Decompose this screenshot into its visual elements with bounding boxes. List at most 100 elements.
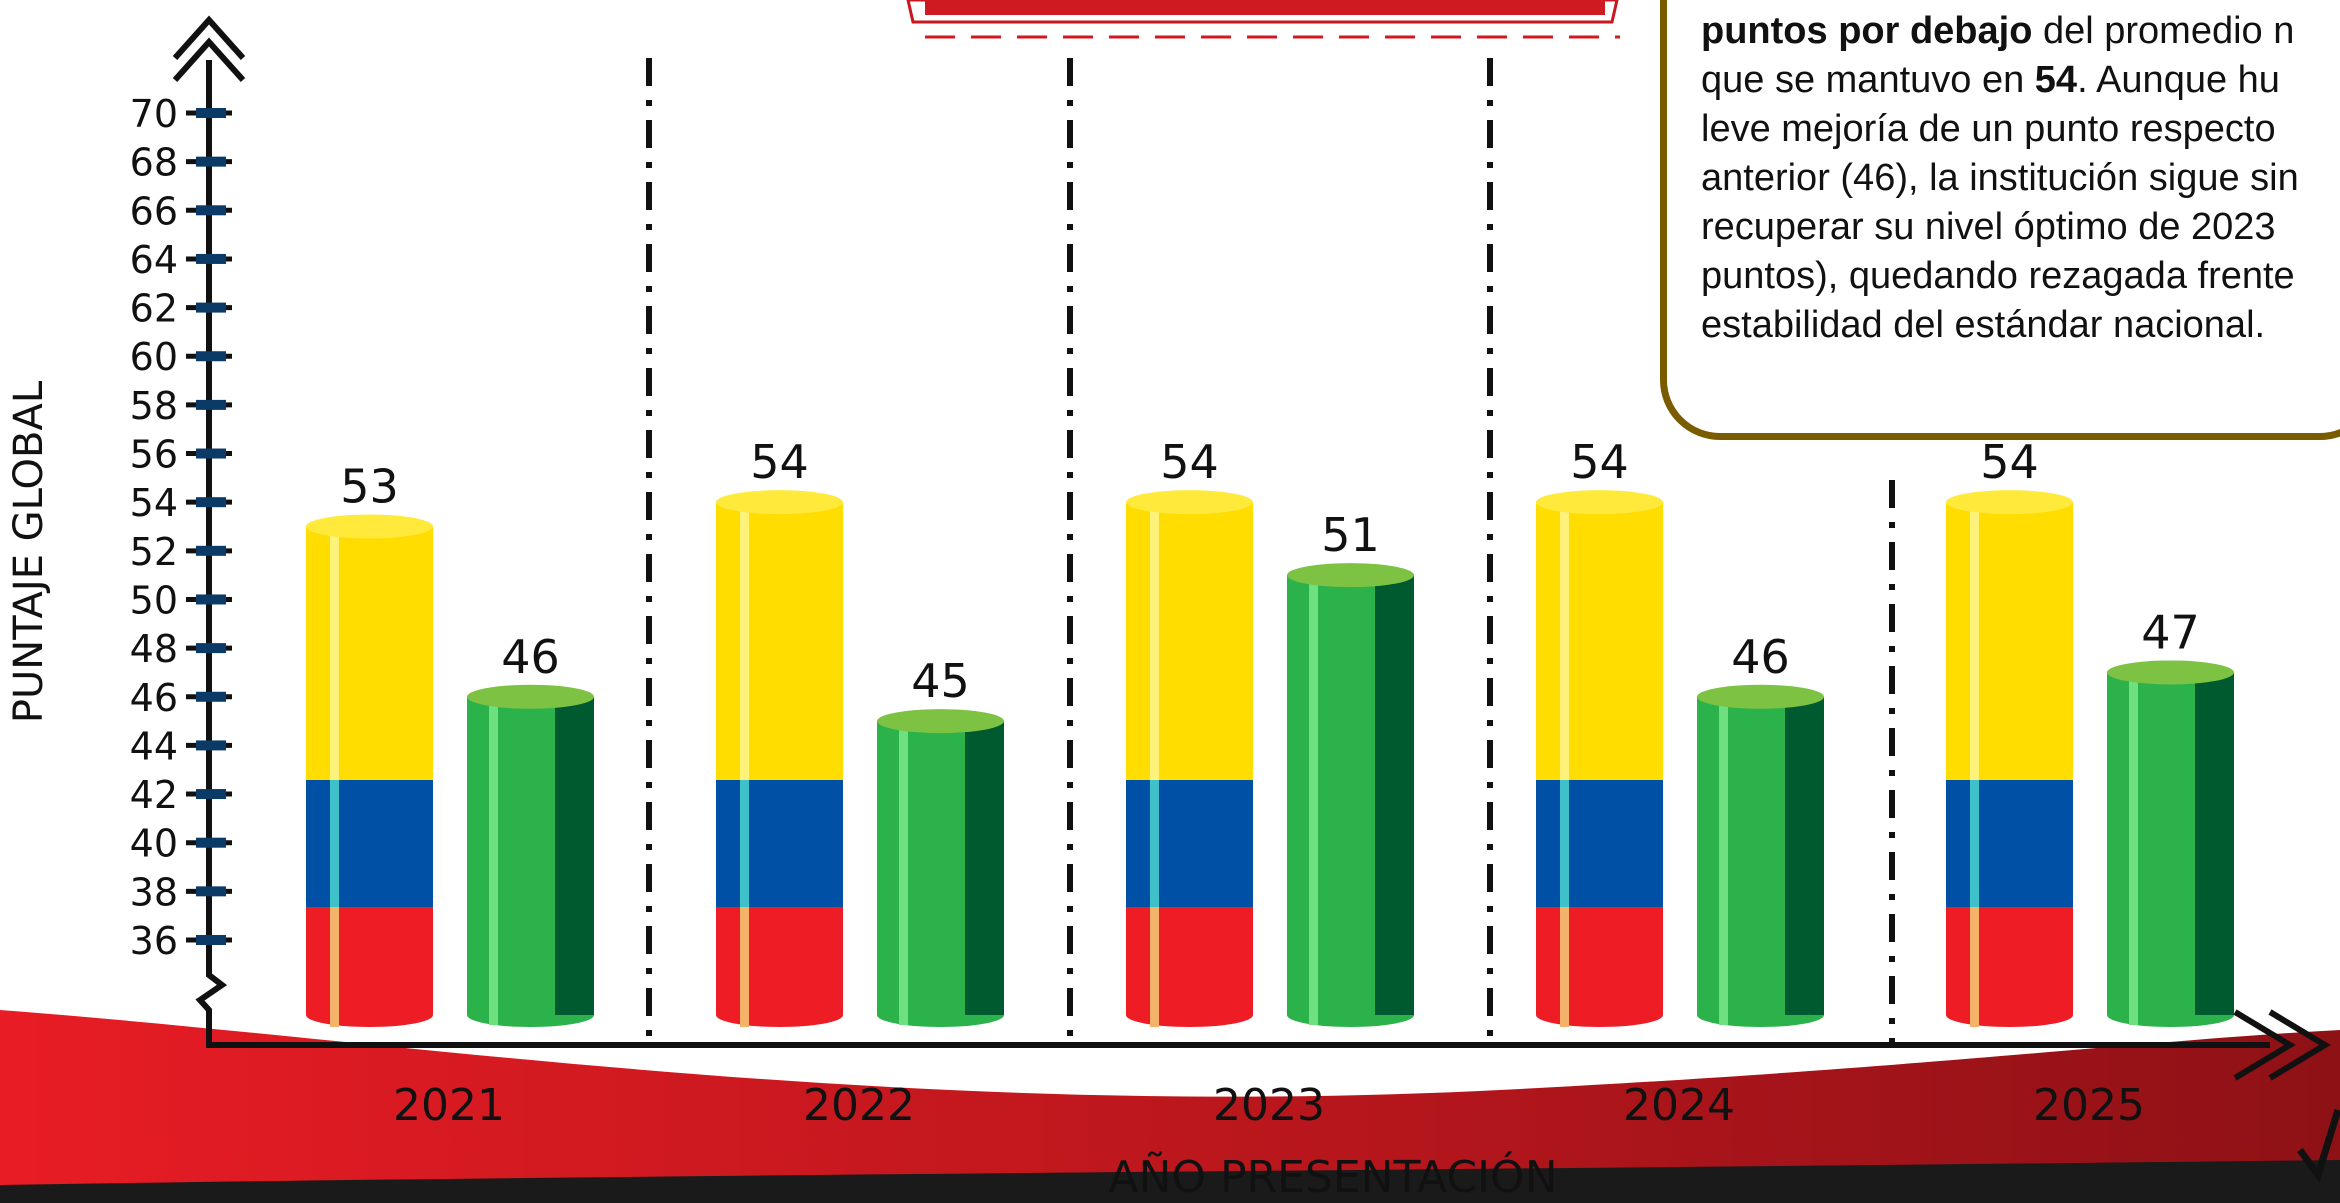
y-tick-mark [196, 108, 226, 118]
y-tick-mark [196, 351, 226, 362]
national-bar [306, 514, 433, 1027]
text-line: leve mejoría de un punto respecto [1701, 105, 2340, 154]
x-tick-label: 2021 [393, 1080, 505, 1131]
top-box-fill [925, 0, 1605, 15]
text-segment: recuperar su nivel óptimo de 2023 [1701, 206, 2276, 248]
bar-top [1697, 684, 1824, 709]
y-tick-mark [196, 886, 226, 897]
bar-stripe-blue [1126, 780, 1253, 907]
bar-top [1126, 490, 1253, 515]
text-segment: del promedio n [2032, 10, 2295, 52]
institution-bar [1697, 684, 1824, 1027]
text-line: anterior (46), la institución sigue sin [1701, 154, 2340, 203]
bar-stripe-blue [716, 780, 843, 907]
institution-bar [877, 709, 1004, 1027]
bar-top [467, 684, 594, 709]
x-axis-arrow [2233, 1009, 2331, 1081]
y-tick-mark [196, 156, 226, 167]
value-label: 54 [1160, 435, 1219, 489]
text-segment: anterior (46), la institución sigue sin [1701, 157, 2299, 199]
y-tick-label: 70 [130, 92, 178, 136]
y-tick-label: 46 [130, 676, 178, 720]
value-label: 45 [911, 654, 970, 708]
bar-stripe-blue [1536, 780, 1663, 907]
bar-stripe-red [1126, 907, 1253, 1015]
y-tick-mark [196, 837, 226, 848]
text-line: puntos por debajo del promedio n [1701, 7, 2340, 56]
y-tick-label: 40 [130, 822, 178, 866]
bar-stripe-red [1946, 907, 2073, 1015]
bar-highlight [1560, 502, 1569, 780]
bar-stripe-red [716, 907, 843, 1015]
y-tick-label: 56 [130, 433, 178, 477]
bar-highlight [1560, 780, 1569, 907]
institution-bar [1287, 563, 1414, 1027]
y-tick-mark [196, 545, 226, 556]
y-tick-mark [196, 205, 226, 216]
y-tick-label: 58 [130, 384, 178, 428]
y-tick-mark [196, 643, 226, 654]
checkmark [2297, 1108, 2340, 1183]
bar-top [877, 709, 1004, 734]
bar-highlight [1309, 575, 1318, 1025]
text-segment: puntos por debajo [1701, 10, 2033, 52]
y-tick-mark [196, 448, 226, 459]
y-tick-mark [196, 691, 226, 702]
bar-highlight [740, 907, 749, 1027]
bar-shade [1785, 696, 1824, 1015]
bar-highlight [1970, 907, 1979, 1027]
y-tick-mark [196, 594, 226, 605]
y-tick-label: 62 [130, 287, 178, 331]
bar-shade [1375, 575, 1414, 1015]
y-tick-label: 66 [130, 189, 178, 233]
national-bar [1536, 490, 1663, 1027]
text-segment: 54 [2034, 59, 2078, 101]
bar-stripe-blue [1946, 780, 2073, 907]
bar-highlight [489, 696, 498, 1025]
bar-stripe-red [1536, 907, 1663, 1015]
text-box: puntos por debajo del promedio n que se m… [1660, 0, 2340, 440]
y-tick-label: 54 [130, 481, 178, 525]
national-bar [1126, 490, 1253, 1027]
dividers [646, 58, 1895, 1045]
y-tick-mark [196, 253, 226, 264]
x-axis-title: AÑO PRESENTACIÓN [1108, 1150, 1557, 1203]
text-line: estabilidad del estándar nacional. [1701, 301, 2340, 350]
value-label: 54 [750, 435, 809, 489]
text-line: puntos), quedando rezagada frente [1701, 252, 2340, 301]
national-bar [1946, 490, 2073, 1027]
institution-bar [467, 684, 594, 1027]
text-segment: estabilidad del estándar nacional. [1701, 304, 2266, 346]
bar-top [1536, 490, 1663, 515]
y-tick-mark [196, 302, 226, 313]
bar-shade [965, 721, 1004, 1015]
bar-highlight [2129, 672, 2138, 1025]
y-tick-label: 48 [130, 627, 178, 671]
institution-bar [2107, 660, 2234, 1027]
bar-stripe-red [306, 907, 433, 1015]
background-wave [0, 1010, 2340, 1203]
value-label: 46 [1731, 630, 1790, 684]
y-tick-mark [196, 497, 226, 508]
national-bar [716, 490, 843, 1027]
y-tick-mark [196, 399, 226, 410]
y-tick-label: 38 [130, 870, 178, 914]
value-label: 54 [1570, 435, 1629, 489]
y-axis-arrow [172, 15, 246, 83]
x-tick-label: 2022 [803, 1080, 915, 1131]
value-label: 46 [501, 630, 560, 684]
bar-stripe-blue [306, 780, 433, 907]
bar-top [1287, 563, 1414, 588]
y-tick-label: 42 [130, 773, 178, 817]
bar-shade [555, 696, 594, 1015]
y-tick-mark [196, 740, 226, 751]
bar-highlight [1970, 502, 1979, 780]
value-label: 54 [1980, 435, 2039, 489]
bar-highlight [1560, 907, 1569, 1027]
bar-top [1946, 490, 2073, 515]
bar-highlight [330, 780, 339, 907]
